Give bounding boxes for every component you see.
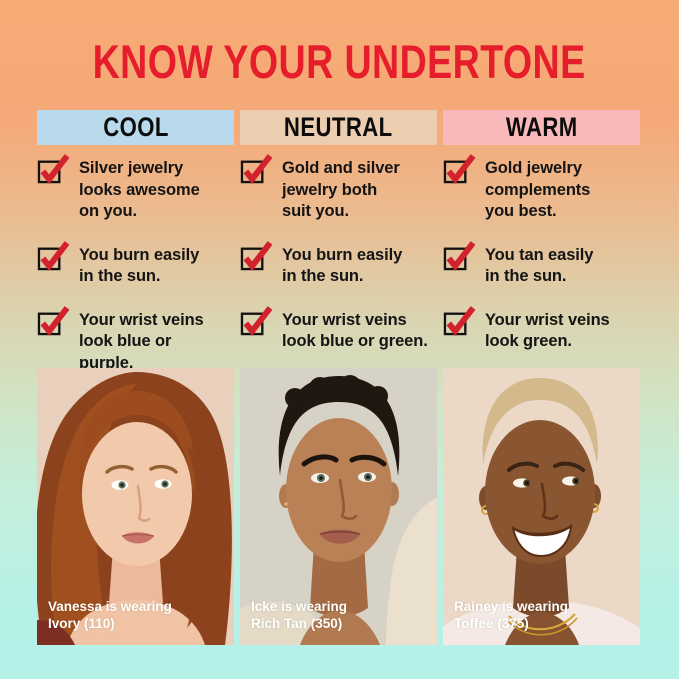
column-header-cool: COOL [37, 110, 234, 145]
checklist-item: Silver jewelry looks awesome on you. [37, 158, 234, 223]
column-header-label: NEUTRAL [284, 112, 393, 142]
text-line: Your wrist veins [79, 310, 204, 329]
checklist-item-text: Silver jewelry looks awesome on you. [79, 158, 229, 223]
checkbox-checked-icon [443, 305, 476, 336]
photo-caption: Rainey is wearing Toffee (375) [454, 598, 568, 632]
column-cool: COOL Silver jewelry looks awesome on you… [37, 110, 234, 374]
model-photos: Vanessa is wearing Ivory (110) [37, 368, 640, 645]
checklist-item-text: Your wrist veins look green. [485, 310, 635, 353]
checklist-item: Your wrist veins look green. [443, 310, 640, 353]
column-neutral: NEUTRAL Gold and silver jewelry both sui… [240, 110, 437, 374]
text-line: complements [485, 180, 591, 199]
page-title: KNOW YOUR UNDERTONE [0, 34, 679, 89]
text-line: Gold jewelry [485, 159, 582, 177]
checkbox-checked-icon [443, 240, 476, 271]
checklist-item-text: Gold jewelry complements you best. [485, 158, 635, 223]
checklist-item: Gold and silver jewelry both suit you. [240, 158, 437, 223]
checklist-item: Gold jewelry complements you best. [443, 158, 640, 223]
text-line: look blue or green. [282, 332, 428, 350]
checklist-item: You burn easily in the sun. [37, 245, 234, 288]
column-header-label: WARM [505, 112, 578, 142]
portrait-rainey-illustration [443, 368, 640, 645]
text-line: you best. [485, 202, 557, 220]
text-line: suit you. [282, 202, 349, 220]
text-line: Silver jewelry [79, 159, 184, 177]
photo-rainey: Rainey is wearing Toffee (375) [443, 368, 640, 645]
caption-line: Toffee (375) [454, 616, 529, 631]
checkbox-checked-icon [37, 153, 70, 184]
text-line: looks awesome [79, 180, 200, 199]
text-line: You tan easily [485, 245, 594, 264]
checkbox-checked-icon [37, 305, 70, 336]
column-header-label: COOL [102, 112, 169, 142]
text-line: You burn easily [282, 245, 403, 264]
checklist-item: Your wrist veins look blue or green. [240, 310, 437, 353]
caption-line: Ivory (110) [48, 616, 115, 631]
checklist-item-text: You tan easily in the sun. [485, 245, 635, 288]
checklist-item-text: You burn easily in the sun. [79, 245, 229, 288]
portrait-vanessa-illustration [37, 368, 234, 645]
checkbox-checked-icon [240, 153, 273, 184]
caption-line: Icke is wearing [251, 599, 348, 614]
checklist-item: Your wrist veins look blue or purple. [37, 310, 234, 375]
checkbox-checked-icon [240, 240, 273, 271]
column-header-warm: WARM [443, 110, 640, 145]
checklist-item-text: You burn easily in the sun. [282, 245, 432, 288]
checklist-item: You tan easily in the sun. [443, 245, 640, 288]
text-line: in the sun. [282, 267, 364, 285]
checklist-item-text: Your wrist veins look blue or green. [282, 310, 432, 353]
checklist-item-text: Gold and silver jewelry both suit you. [282, 158, 432, 223]
text-line: Gold and silver [282, 159, 400, 177]
photo-caption: Vanessa is wearing Ivory (110) [48, 598, 172, 632]
column-warm: WARM Gold jewelry complements you best. … [443, 110, 640, 374]
text-line: jewelry both [282, 180, 378, 199]
photo-caption: Icke is wearing Rich Tan (350) [251, 598, 347, 632]
text-line: on you. [79, 202, 137, 220]
checkbox-checked-icon [37, 240, 70, 271]
portrait-icke-illustration [240, 368, 437, 645]
text-line: Your wrist veins [485, 310, 610, 329]
caption-line: Rainey is wearing [454, 599, 569, 614]
text-line: in the sun. [485, 267, 567, 285]
column-header-neutral: NEUTRAL [240, 110, 437, 145]
photo-vanessa: Vanessa is wearing Ivory (110) [37, 368, 234, 645]
checklist-columns: COOL Silver jewelry looks awesome on you… [37, 110, 640, 374]
text-line: You burn easily [79, 245, 200, 264]
checklist-item: You burn easily in the sun. [240, 245, 437, 288]
text-line: look blue or purple. [79, 332, 172, 372]
caption-line: Vanessa is wearing [48, 599, 172, 614]
caption-line: Rich Tan (350) [251, 616, 343, 631]
text-line: in the sun. [79, 267, 161, 285]
text-line: Your wrist veins [282, 310, 407, 329]
photo-icke: Icke is wearing Rich Tan (350) [240, 368, 437, 645]
page-title-text: KNOW YOUR UNDERTONE [93, 35, 586, 88]
checkbox-checked-icon [443, 153, 476, 184]
checklist-item-text: Your wrist veins look blue or purple. [79, 310, 229, 375]
text-line: look green. [485, 332, 572, 350]
checkbox-checked-icon [240, 305, 273, 336]
